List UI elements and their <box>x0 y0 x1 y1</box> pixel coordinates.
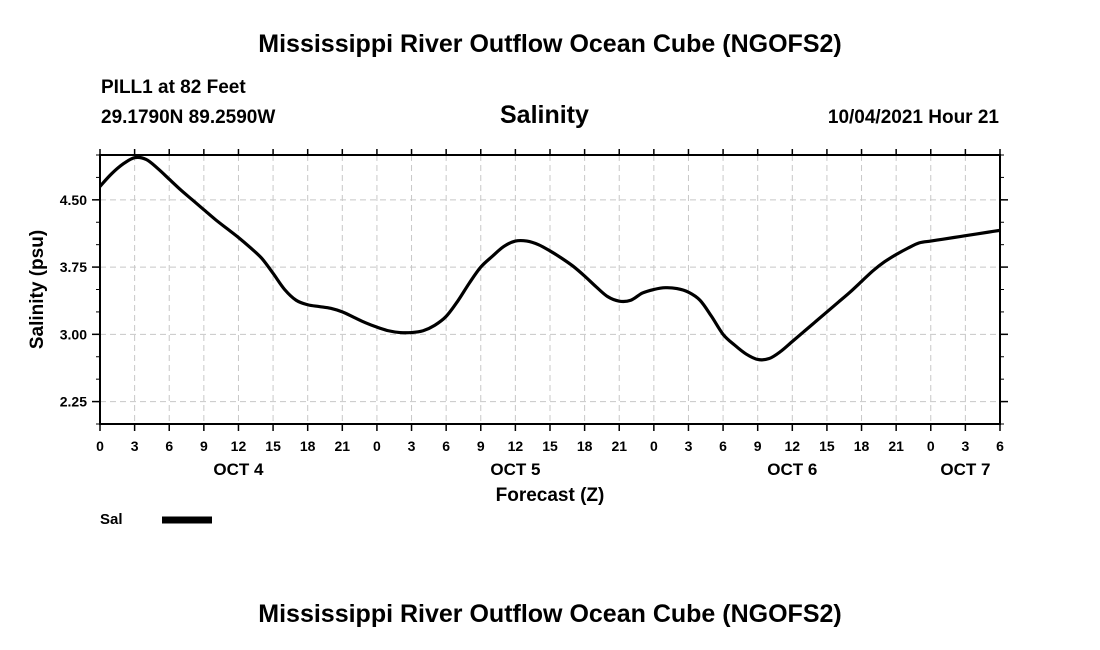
x-tick-label: 6 <box>719 438 727 454</box>
x-tick-label: 6 <box>442 438 450 454</box>
x-tick-label: 0 <box>650 438 658 454</box>
x-tick-label: 15 <box>542 438 558 454</box>
y-tick-label: 2.25 <box>60 394 87 410</box>
x-tick-label: 18 <box>577 438 593 454</box>
x-tick-label: 21 <box>888 438 904 454</box>
main-title: Mississippi River Outflow Ocean Cube (NG… <box>258 30 842 58</box>
footer-title: Mississippi River Outflow Ocean Cube (NG… <box>258 600 842 628</box>
day-label: OCT 6 <box>767 460 817 479</box>
axis-labels: 0 3 6 9 12 15 18 21 0 3 6 9 12 15 18 21 0 3 6 9 12 15 18 21 0 3 6 2… <box>27 192 1004 506</box>
y-tick-label: 3.00 <box>60 326 87 342</box>
day-label: OCT 7 <box>940 460 990 479</box>
series-line-sal <box>100 155 1000 362</box>
x-tick-label: 9 <box>754 438 762 454</box>
forecast-time: 10/04/2021 Hour 21 <box>827 107 999 128</box>
legend: Sal <box>100 511 212 528</box>
x-tick-label: 21 <box>335 438 351 454</box>
x-tick-label: 3 <box>408 438 416 454</box>
x-tick-label: 12 <box>231 438 247 454</box>
plot-frame <box>99 154 1001 425</box>
x-tick-label: 3 <box>131 438 139 454</box>
x-tick-label: 18 <box>300 438 316 454</box>
x-tick-label: 9 <box>200 438 208 454</box>
y-tick-label: 3.75 <box>60 259 87 275</box>
x-tick-label: 9 <box>477 438 485 454</box>
station-label: PILL1 at 82 Feet <box>101 77 246 98</box>
series-layer <box>100 155 1000 362</box>
x-tick-label: 15 <box>819 438 835 454</box>
x-tick-label: 0 <box>927 438 935 454</box>
y-axis-title: Salinity (psu) <box>27 230 48 349</box>
x-tick-label: 6 <box>996 438 1004 454</box>
x-tick-label: 18 <box>854 438 870 454</box>
x-tick-label: 12 <box>785 438 801 454</box>
x-tick-label: 0 <box>96 438 104 454</box>
x-tick-label: 6 <box>165 438 173 454</box>
x-axis-title: Forecast (Z) <box>496 485 605 506</box>
x-tick-label: 12 <box>508 438 524 454</box>
y-tick-label: 4.50 <box>60 192 87 208</box>
x-tick-label: 21 <box>611 438 627 454</box>
day-label: OCT 4 <box>213 460 264 479</box>
chart-title: Salinity <box>500 101 589 129</box>
x-tick-label: 3 <box>961 438 969 454</box>
x-tick-label: 0 <box>373 438 381 454</box>
legend-label: Sal <box>100 511 123 528</box>
station-coordinates: 29.1790N 89.2590W <box>101 107 276 128</box>
x-tick-label: 15 <box>265 438 281 454</box>
day-label: OCT 5 <box>490 460 540 479</box>
grid <box>100 155 1000 424</box>
x-tick-label: 3 <box>685 438 693 454</box>
